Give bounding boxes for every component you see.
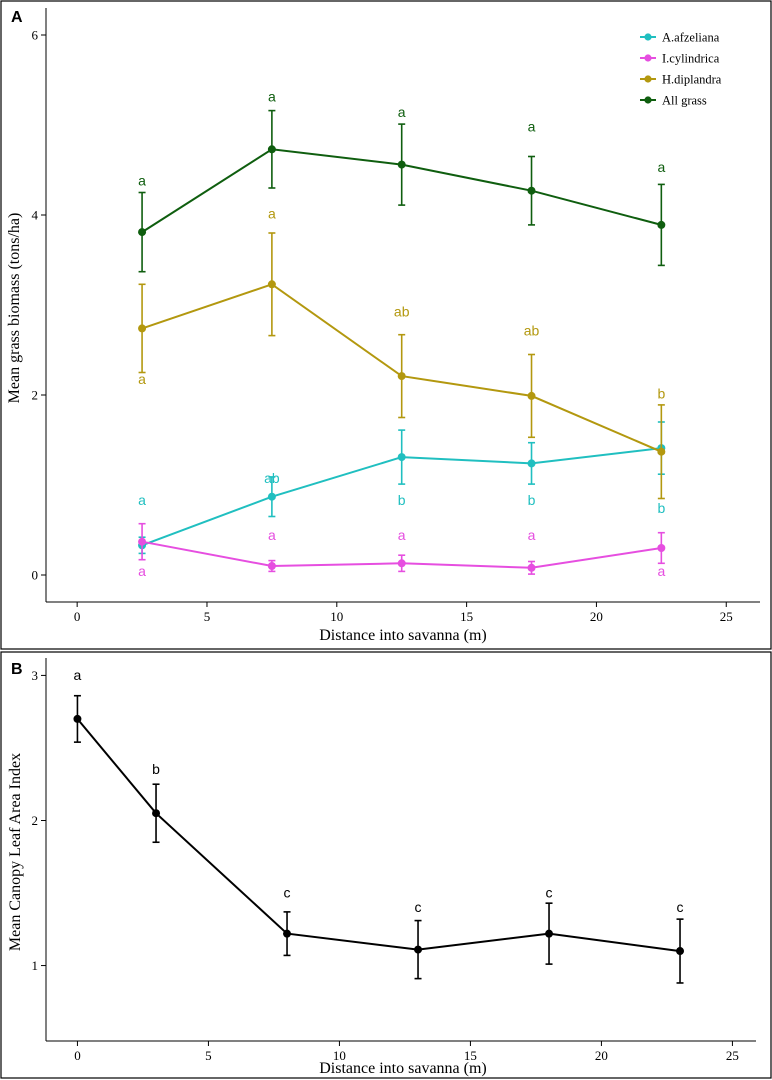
- x-tick-label: 20: [590, 609, 603, 624]
- data-point: [657, 447, 666, 456]
- y-tick-label: 4: [32, 208, 39, 223]
- data-point: [527, 563, 536, 572]
- legend-swatch-dot: [644, 33, 652, 41]
- significance-letter: c: [677, 899, 684, 915]
- x-tick-label: 5: [204, 609, 211, 624]
- data-point: [73, 714, 82, 723]
- significance-letter: a: [528, 527, 536, 543]
- x-tick-label: 0: [74, 609, 81, 624]
- significance-letter: a: [138, 563, 146, 579]
- significance-letter: b: [528, 492, 536, 508]
- significance-letter: c: [546, 884, 553, 900]
- significance-letter: b: [657, 386, 665, 402]
- legend-swatch-dot: [644, 54, 652, 62]
- panel-b-y-axis-title: Mean Canopy Leaf Area Index: [7, 753, 24, 951]
- panel-b-ticks: 0 5 10 15 20 25 1 2 3: [32, 668, 739, 1063]
- panel-a-x-axis-title: Distance into savanna (m): [319, 627, 487, 644]
- panel-a-y-axis-title: Mean grass biomass (tons/ha): [6, 213, 23, 404]
- significance-letter: b: [657, 500, 665, 516]
- panel-b-x-axis-title: Distance into savanna (m): [319, 1060, 487, 1077]
- panel-b-frame: [0, 651, 772, 1079]
- series-line: [76, 718, 681, 953]
- panel-b: B Distance into savanna (m) Mean Canopy …: [0, 651, 772, 1079]
- significance-letter: a: [268, 89, 276, 105]
- y-tick-label: 1: [32, 958, 39, 973]
- significance-letter: a: [138, 172, 146, 188]
- data-point: [267, 280, 276, 289]
- significance-letter: b: [152, 761, 160, 777]
- y-tick-label: 0: [32, 568, 39, 583]
- x-tick-label: 15: [460, 609, 473, 624]
- panel-b-series: a b c c c c: [73, 667, 685, 984]
- panel-a-series: a ab b b b a a a a a a a ab ab b a a a a a: [138, 89, 665, 579]
- legend-label: All grass: [662, 94, 707, 108]
- significance-letter: c: [415, 899, 422, 915]
- data-point: [267, 562, 276, 570]
- data-point: [267, 145, 276, 154]
- data-point: [267, 492, 276, 501]
- panel-a-frame: [0, 0, 772, 650]
- significance-letter: ab: [264, 470, 280, 486]
- x-tick-label: 0: [74, 1048, 81, 1063]
- data-point: [397, 372, 406, 381]
- significance-letter: a: [138, 492, 146, 508]
- data-point: [397, 559, 406, 568]
- panel-a-label: A: [11, 9, 23, 26]
- legend-label: A.afzeliana: [662, 31, 720, 45]
- panel-b-label: B: [11, 661, 23, 678]
- significance-letter: a: [138, 371, 146, 387]
- x-tick-label: 25: [720, 609, 733, 624]
- y-tick-label: 6: [32, 28, 39, 43]
- data-point: [527, 186, 536, 195]
- data-point: [397, 160, 406, 169]
- significance-letter: b: [398, 492, 406, 508]
- data-point: [545, 929, 554, 938]
- series-h-diplandra: a a ab ab b: [138, 206, 666, 500]
- data-point: [283, 929, 292, 938]
- series-i-cylindrica: a a a a a: [138, 522, 666, 579]
- significance-letter: ab: [524, 323, 540, 339]
- data-point: [527, 459, 536, 468]
- y-tick-label: 3: [32, 668, 39, 683]
- significance-letter: a: [657, 563, 665, 579]
- x-tick-label: 5: [205, 1048, 212, 1063]
- significance-letter: ab: [394, 304, 410, 320]
- data-point: [657, 220, 666, 229]
- x-tick-label: 25: [726, 1048, 739, 1063]
- significance-letter: a: [268, 527, 276, 543]
- data-point: [138, 228, 147, 237]
- x-tick-label: 15: [464, 1048, 477, 1063]
- data-point: [397, 453, 406, 462]
- y-tick-label: 2: [32, 388, 39, 403]
- series-canopy-lai: a b c c c c: [73, 667, 685, 984]
- significance-letter: a: [528, 118, 536, 134]
- panel-a-ticks: 0 5 10 15 20 25 0 2 4 6: [32, 28, 733, 625]
- significance-letter: a: [657, 159, 665, 175]
- y-tick-label: 2: [32, 813, 39, 828]
- data-point: [527, 391, 536, 400]
- legend-label: H.diplandra: [662, 73, 722, 87]
- series-all-grass: a a a a a: [138, 89, 666, 273]
- significance-letter: a: [268, 206, 276, 222]
- significance-letter: a: [74, 667, 82, 683]
- x-tick-label: 10: [333, 1048, 346, 1063]
- panel-a-legend: A.afzeliana I.cylindrica H.diplandra All gr…: [640, 31, 722, 108]
- x-tick-label: 20: [595, 1048, 608, 1063]
- data-point: [657, 544, 666, 552]
- panel-a: A Distance into savanna (m) Mean grass b…: [0, 0, 772, 650]
- significance-letter: a: [398, 104, 406, 120]
- legend-swatch-dot: [644, 75, 652, 83]
- legend-swatch-dot: [644, 96, 652, 104]
- legend-label: I.cylindrica: [662, 52, 720, 66]
- x-tick-label: 10: [330, 609, 343, 624]
- data-point: [676, 947, 685, 956]
- data-point: [152, 809, 161, 818]
- significance-letter: c: [284, 884, 291, 900]
- significance-letter: a: [398, 527, 406, 543]
- data-point: [138, 537, 147, 546]
- data-point: [414, 945, 423, 954]
- data-point: [138, 324, 147, 333]
